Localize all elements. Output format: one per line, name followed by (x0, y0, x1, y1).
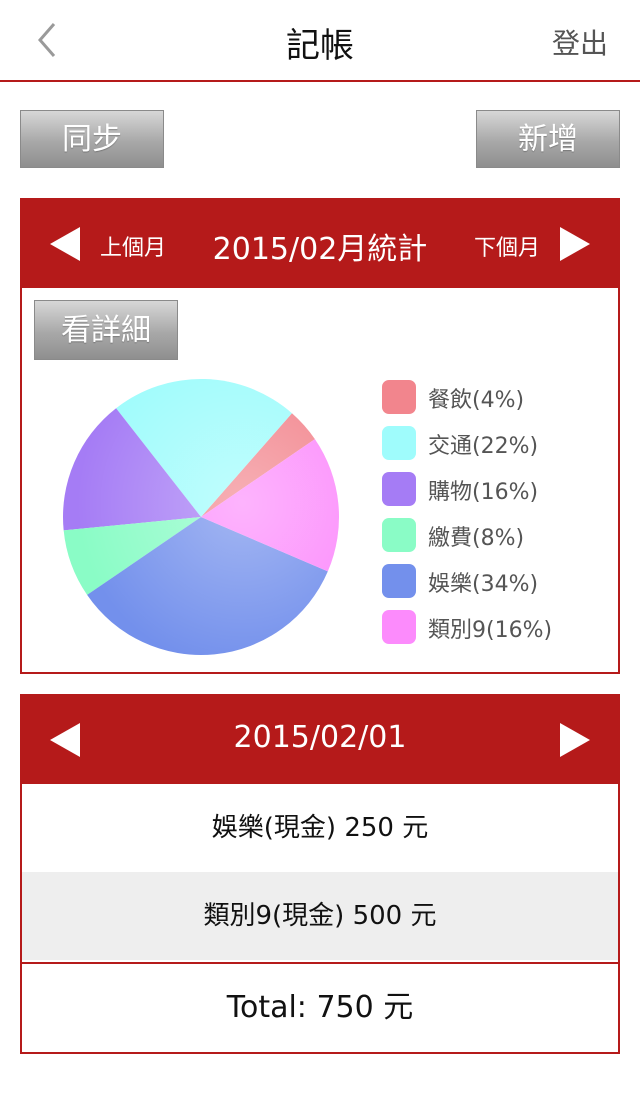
legend-item: 繳費(8%) (382, 514, 602, 560)
page-title: 記帳 (286, 26, 354, 66)
next-day-arrow-icon[interactable] (560, 723, 590, 757)
legend-item: 類別9(16%) (382, 606, 602, 652)
legend-label: 交通(22%) (428, 434, 539, 459)
day-title: 2015/02/01 (233, 720, 407, 755)
legend-swatch (382, 518, 416, 552)
chevron-left-icon (38, 23, 56, 57)
monthly-stats-header: 上個月 2015/02月統計 下個月 (22, 200, 618, 288)
pie-sheen (63, 379, 339, 655)
daily-records-panel: 2015/02/01 娛樂(現金) 250 元 類別9(現金) 500 元 To… (20, 694, 620, 1054)
month-stats-title: 2015/02月統計 (212, 232, 428, 267)
view-details-button[interactable]: 看詳細 (34, 300, 178, 360)
prev-month-arrow-icon[interactable] (50, 227, 80, 261)
add-button[interactable]: 新增 (476, 110, 620, 168)
legend-item: 娛樂(34%) (382, 560, 602, 606)
legend-label: 餐飲(4%) (428, 388, 525, 413)
pie-legend: 餐飲(4%) 交通(22%) 購物(16%) 繳費(8%) 娛樂(34%) 類別9(16%… (382, 376, 602, 652)
daily-total: Total: 750 元 (22, 962, 618, 1054)
legend-label: 購物(16%) (428, 480, 539, 505)
record-row[interactable]: 類別9(現金) 500 元 (22, 872, 618, 960)
next-month-arrow-icon[interactable] (560, 227, 590, 261)
navbar: 記帳 登出 (0, 0, 640, 82)
back-button[interactable] (30, 18, 66, 62)
legend-swatch (382, 564, 416, 598)
daily-header: 2015/02/01 (22, 696, 618, 784)
legend-swatch (382, 610, 416, 644)
legend-swatch (382, 380, 416, 414)
record-row[interactable]: 娛樂(現金) 250 元 (211, 813, 429, 843)
legend-item: 餐飲(4%) (382, 376, 602, 422)
legend-label: 繳費(8%) (428, 526, 525, 551)
legend-item: 購物(16%) (382, 468, 602, 514)
monthly-stats-panel: 上個月 2015/02月統計 下個月 看詳細 餐飲(4%) 交通(22%) 購物(1… (20, 198, 620, 674)
prev-day-arrow-icon[interactable] (50, 723, 80, 757)
legend-swatch (382, 426, 416, 460)
prev-month-button[interactable]: 上個月 (100, 236, 167, 261)
logout-button[interactable]: 登出 (551, 27, 608, 60)
legend-item: 交通(22%) (382, 422, 602, 468)
legend-swatch (382, 472, 416, 506)
next-month-button[interactable]: 下個月 (473, 236, 540, 261)
legend-label: 娛樂(34%) (428, 572, 539, 597)
sync-button[interactable]: 同步 (20, 110, 164, 168)
category-pie-chart (62, 379, 339, 655)
legend-label: 類別9(16%) (428, 618, 553, 643)
